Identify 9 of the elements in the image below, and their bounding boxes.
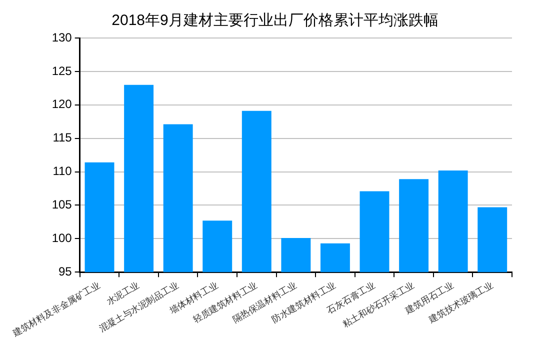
y-tick-label: 120 xyxy=(52,97,72,112)
y-tick-label: 105 xyxy=(52,198,72,212)
y-tick-label: 115 xyxy=(52,130,72,145)
y-tick-label: 95 xyxy=(58,264,72,278)
y-tick-label: 130 xyxy=(52,30,72,44)
y-tick-label: 100 xyxy=(52,231,72,246)
chart-title: 2018年9月建材主要行业出厂价格累计平均涨跌幅 xyxy=(112,12,438,30)
y-tick-label: 110 xyxy=(52,164,72,178)
y-tick-label: 125 xyxy=(52,64,72,78)
